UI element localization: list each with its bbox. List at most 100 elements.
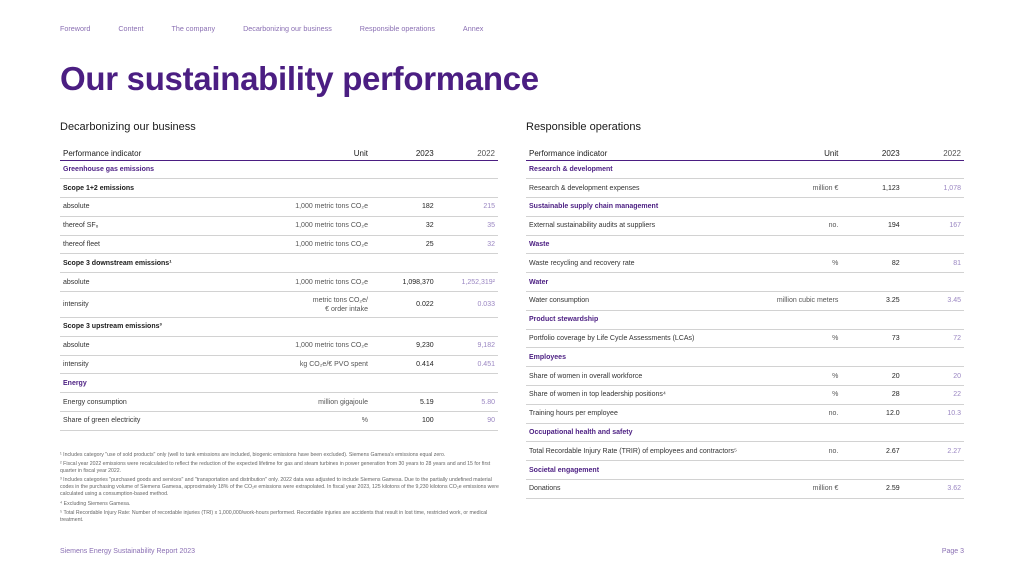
footer-page-number: Page 3 [941,548,964,555]
category-label: Employees [526,347,745,368]
category-row: Energy [60,373,498,394]
nav-responsible-operations[interactable]: Responsible operations [359,24,435,33]
empty-cell [745,160,842,180]
unit-cell: no. [745,441,842,462]
table-row: intensity kg CO₂e/€ PVO spent 0.414 0.451 [60,355,498,375]
indicator-label: Donations [526,479,745,499]
value-2022: 20 [902,366,964,387]
nav-the-company[interactable]: The company [171,24,216,33]
category-label: Water [526,272,745,293]
value-2023: 1,123 [841,178,903,199]
table-row: absolute 1,000 metric tons CO₂e 182 215 [60,197,498,217]
col-unit: Unit [265,145,371,161]
table-row: absolute 1,000 metric tons CO₂e 1,098,370 1… [60,272,498,293]
value-2022: 1,078 [902,178,964,199]
empty-cell [902,235,964,255]
value-2023: 28 [841,385,903,405]
category-row: Waste [526,235,964,255]
indicator-label: absolute [60,272,266,293]
decarbonizing-table: Performance indicator Unit 2023 2022 Gre… [60,145,498,431]
indicator-label: intensity [60,291,266,319]
table-row: Training hours per employee no. 12.0 10.3 [526,404,964,424]
value-2022: 167 [902,216,964,236]
empty-cell [745,347,842,368]
empty-cell [370,253,437,274]
value-2022: 90 [436,411,498,431]
value-2023: 3.25 [841,291,903,311]
unit-cell: million € [745,479,842,499]
empty-cell [265,178,371,199]
category-row: Product stewardship [526,310,964,330]
category-label: Greenhouse gas emissions [60,160,266,180]
footnote: ⁴ Excluding Siemens Gamesa. [60,500,131,507]
value-2022: 72 [902,329,964,349]
empty-cell [902,310,964,330]
category-label: Waste [526,235,745,255]
empty-cell [841,197,903,217]
indicator-label: Training hours per employee [526,404,745,424]
unit-cell: million gigajoule [265,392,371,413]
value-2023: 2.67 [841,441,903,462]
table-row: Waste recycling and recovery rate% 82 81 [526,253,964,274]
nav-foreword[interactable]: Foreword [60,24,91,33]
category-row: Employees [526,347,964,368]
empty-cell [436,253,498,274]
indicator-label: Share of women in top leadership positio… [526,385,745,405]
value-2023: 82 [841,253,903,274]
empty-cell [841,310,903,330]
table-row: Donations million €2.59 3.62 [526,479,964,499]
nav-decarbonizing[interactable]: Decarbonizing our business [243,24,332,33]
value-2023: 25 [370,235,437,255]
decarbonizing-section: Decarbonizing our business Performance i… [60,121,498,431]
indicator-label: intensity [60,355,266,375]
empty-cell [745,460,842,481]
value-2023: 5.19 [370,392,437,413]
value-2023: 182 [370,197,437,217]
table-row: Share of women in overall workforce% 20 20 [526,366,964,387]
indicator-label: External sustainability audits at suppli… [526,216,745,236]
unit-cell: kg CO₂e/€ PVO spent [265,355,371,375]
empty-cell [902,460,964,481]
value-2023: 194 [841,216,903,236]
unit-cell: % [745,329,842,349]
value-2023: 73 [841,329,903,349]
table-row: External sustainability audits at suppli… [526,216,964,236]
indicator-label: Research & development expenses [526,178,745,199]
nav-annex[interactable]: Annex [462,24,484,33]
responsible-operations-table: Performance indicator Unit 2023 2022 Res… [526,145,964,499]
empty-cell [265,253,371,274]
unit-line: metric tons CO₂e/ [312,296,368,304]
table-header: Performance indicator Unit 2023 2022 [60,145,498,161]
col-2022: 2022 [436,145,498,161]
category-row: Research & development [526,160,964,180]
unit-line: € order intake [325,305,368,313]
unit-cell: % [265,411,371,431]
indicator-label: Share of women in overall workforce [526,366,745,387]
empty-cell [745,235,842,255]
empty-cell [841,272,903,293]
category-row: Water [526,272,964,293]
unit-cell: million cubic meters [745,291,842,311]
footnote: ² Fiscal year 2022 emissions were recalc… [60,461,491,475]
category-row: Greenhouse gas emissions [60,160,498,180]
decarbonizing-heading: Decarbonizing our business [60,121,196,133]
empty-cell [370,373,437,394]
empty-cell [436,160,498,180]
category-label: Societal engagement [526,460,745,481]
col-indicator: Performance indicator [526,145,745,161]
indicator-label: Share of green electricity [60,411,266,431]
nav-content[interactable]: Content [118,24,144,33]
indicator-label: thereof SF₆ [60,216,266,236]
category-label: Occupational health and safety [526,423,745,443]
value-2022: 81 [902,253,964,274]
empty-cell [841,460,903,481]
table-header: Performance indicator Unit 2023 2022 [526,145,964,161]
value-2022: 35 [436,216,498,236]
value-2023: 2.59 [841,479,903,499]
unit-cell: 1,000 metric tons CO₂e [265,235,371,255]
indicator-label: thereof fleet [60,235,266,255]
col-unit: Unit [745,145,842,161]
empty-cell [902,160,964,180]
page-title: Our sustainability performance [60,60,539,97]
unit-cell: 1,000 metric tons CO₂e [265,216,371,236]
